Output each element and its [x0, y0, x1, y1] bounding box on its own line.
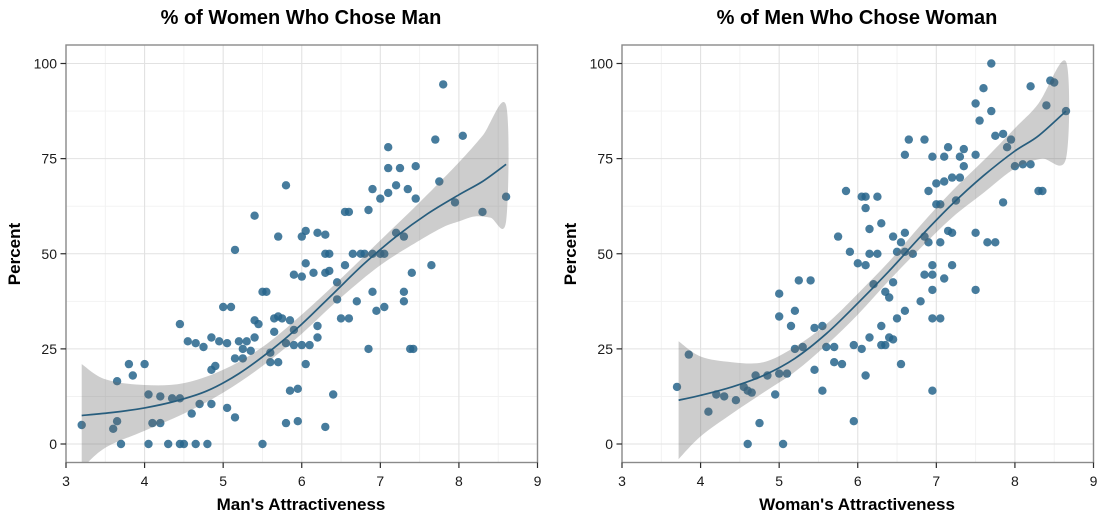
x-tick-label: 8 — [1011, 473, 1019, 489]
x-tick-label: 6 — [298, 473, 306, 489]
x-tick-label: 9 — [1090, 473, 1098, 489]
x-tick-label: 3 — [62, 473, 70, 489]
y-tick-label: 75 — [597, 151, 613, 167]
x-tick-label: 8 — [455, 473, 463, 489]
x-tick-label: 4 — [697, 473, 705, 489]
x-tick-label: 3 — [618, 473, 626, 489]
x-axis-title: Man's Attractiveness — [217, 495, 386, 514]
smooth-line — [81, 163, 507, 417]
smooth-line — [678, 110, 1067, 402]
y-tick-label: 75 — [41, 151, 57, 167]
y-tick-label: 100 — [34, 56, 58, 72]
x-tick-label: 7 — [376, 473, 384, 489]
y-tick-label: 100 — [590, 56, 614, 72]
scatter-points — [672, 59, 1071, 449]
x-tick-label: 5 — [219, 473, 227, 489]
x-tick-label: 6 — [854, 473, 862, 489]
x-tick-label: 4 — [141, 473, 149, 489]
panel-women-chose-man: 3 4 5 6 7 8 9 0 25 50 75 100 % of Women Who Chose M… — [0, 0, 556, 518]
x-tick-label: 5 — [775, 473, 783, 489]
y-tick-label: 25 — [597, 341, 613, 357]
scatter-points — [77, 80, 511, 449]
plot-layer-0: 3 4 5 6 7 8 9 0 25 50 75 100 — [34, 44, 542, 489]
panel-men-chose-woman: 3 4 5 6 7 8 9 0 25 50 75 100 % of Men Who Chose Wom… — [556, 0, 1112, 518]
plot-layer-1: 3 4 5 6 7 8 9 0 25 50 75 100 — [590, 44, 1098, 489]
x-tick-label: 9 — [534, 473, 542, 489]
y-tick-label: 50 — [597, 246, 613, 262]
scatter-plot-women-chose-man: 3 4 5 6 7 8 9 0 25 50 75 100 % of Women Who Chose M… — [5, 7, 542, 514]
chart-title: % of Women Who Chose Man — [161, 7, 442, 29]
y-axis-title: Percent — [5, 222, 24, 285]
chart-title: % of Men Who Chose Woman — [717, 7, 998, 29]
y-tick-label: 50 — [41, 246, 57, 262]
scatter-plot-men-chose-woman: 3 4 5 6 7 8 9 0 25 50 75 100 % of Men Who Chose Wom… — [561, 7, 1098, 514]
y-tick-label: 25 — [41, 341, 57, 357]
confidence-ribbon — [81, 102, 509, 463]
x-axis-title: Woman's Attractiveness — [759, 495, 955, 514]
y-tick-label: 0 — [49, 436, 57, 452]
confidence-ribbon — [678, 60, 1070, 460]
y-tick-label: 0 — [605, 436, 613, 452]
x-tick-label: 7 — [932, 473, 940, 489]
y-axis-title: Percent — [561, 222, 580, 285]
